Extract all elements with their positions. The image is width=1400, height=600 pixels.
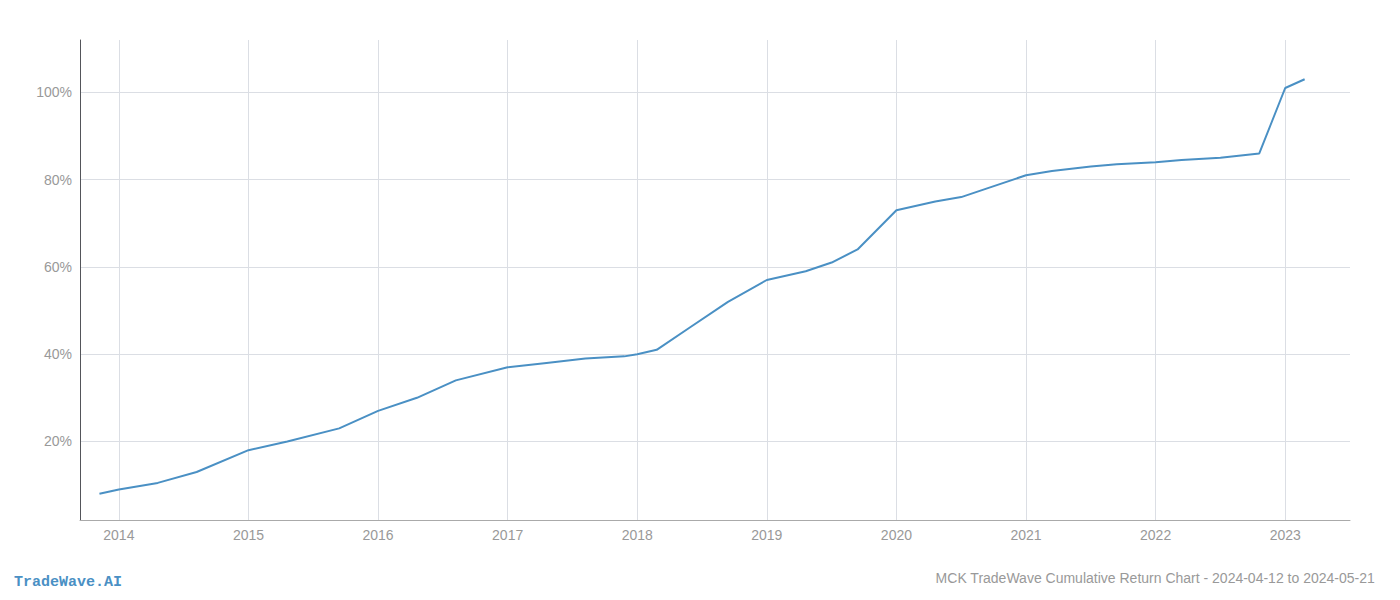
- svg-text:60%: 60%: [44, 259, 72, 275]
- svg-text:2023: 2023: [1270, 527, 1301, 543]
- svg-text:MCK TradeWave Cumulative Retur: MCK TradeWave Cumulative Return Chart - …: [936, 570, 1375, 586]
- svg-text:2017: 2017: [492, 527, 523, 543]
- svg-text:2020: 2020: [881, 527, 912, 543]
- svg-text:TradeWave.AI: TradeWave.AI: [14, 574, 122, 591]
- svg-text:2018: 2018: [622, 527, 653, 543]
- svg-text:2019: 2019: [751, 527, 782, 543]
- svg-text:40%: 40%: [44, 346, 72, 362]
- svg-text:2014: 2014: [103, 527, 134, 543]
- svg-text:100%: 100%: [36, 84, 72, 100]
- svg-text:80%: 80%: [44, 172, 72, 188]
- svg-text:2016: 2016: [362, 527, 393, 543]
- svg-text:2022: 2022: [1140, 527, 1171, 543]
- svg-text:2015: 2015: [233, 527, 264, 543]
- svg-text:2021: 2021: [1010, 527, 1041, 543]
- svg-text:20%: 20%: [44, 433, 72, 449]
